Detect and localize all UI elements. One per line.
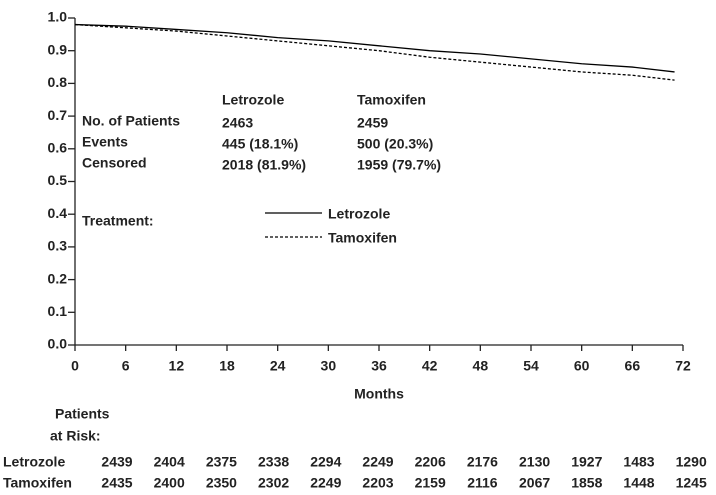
y-tick-label: 0.6	[48, 140, 68, 156]
risk-value: 2302	[258, 475, 289, 491]
x-tick-label: 60	[574, 358, 590, 374]
x-axis-label: Months	[354, 386, 404, 402]
survival-line	[74, 23, 675, 73]
risk-value: 2206	[415, 454, 446, 470]
y-tick-label: 0.3	[48, 238, 68, 254]
risk-value: 2249	[362, 454, 393, 470]
risk-value: 2130	[519, 454, 550, 470]
risk-value: 2338	[258, 454, 289, 470]
risk-value: 1245	[676, 475, 707, 491]
x-tick-label: 54	[523, 358, 539, 374]
summary-label: Events	[82, 134, 128, 150]
risk-title: at Risk:	[50, 428, 101, 444]
x-tick-label: 42	[422, 358, 438, 374]
risk-row-label: Letrozole	[3, 454, 65, 470]
risk-value: 1927	[571, 454, 602, 470]
risk-value: 2404	[154, 454, 185, 470]
summary-value: 500 (20.3%)	[357, 136, 433, 152]
risk-value: 2249	[310, 475, 341, 491]
risk-value: 1448	[623, 475, 654, 491]
x-tick-label: 24	[270, 358, 286, 374]
y-tick-label: 0.1	[48, 303, 68, 319]
risk-value: 2439	[101, 454, 132, 470]
risk-value: 2350	[206, 475, 237, 491]
summary-label: Censored	[82, 155, 147, 171]
x-tick-label: 66	[625, 358, 641, 374]
summary-value: 2018 (81.9%)	[222, 157, 306, 173]
summary-value: 1959 (79.7%)	[357, 157, 441, 173]
legend-label: Letrozole	[328, 206, 390, 222]
x-tick-label: 6	[122, 358, 130, 374]
risk-value: 1290	[676, 454, 707, 470]
summary-value: 445 (18.1%)	[222, 136, 298, 152]
risk-value: 2176	[467, 454, 498, 470]
risk-value: 1483	[623, 454, 654, 470]
y-tick-label: 0.8	[48, 74, 68, 90]
x-tick-label: 48	[473, 358, 489, 374]
x-tick-label: 30	[321, 358, 337, 374]
risk-row-label: Tamoxifen	[3, 475, 72, 491]
summary-header: Tamoxifen	[357, 92, 426, 108]
summary-label: No. of Patients	[82, 113, 180, 129]
summary-value: 2463	[222, 115, 253, 131]
summary-value: 2459	[357, 115, 388, 131]
survival-line	[74, 23, 675, 81]
legend-label: Tamoxifen	[328, 230, 397, 246]
y-tick-label: 1.0	[48, 9, 68, 25]
y-tick-label: 0.0	[48, 336, 68, 352]
x-tick-label: 12	[169, 358, 185, 374]
summary-header: Letrozole	[222, 92, 284, 108]
risk-value: 2116	[467, 475, 498, 491]
risk-value: 2400	[154, 475, 185, 491]
y-tick-label: 0.5	[48, 172, 68, 188]
risk-value: 1858	[571, 475, 602, 491]
y-tick-label: 0.4	[48, 205, 68, 221]
risk-value: 2203	[362, 475, 393, 491]
risk-title: Patients	[55, 406, 110, 422]
risk-value: 2067	[519, 475, 550, 491]
y-tick-label: 0.9	[48, 41, 68, 57]
y-tick-label: 0.7	[48, 107, 68, 123]
x-tick-label: 36	[371, 358, 387, 374]
legend-title: Treatment:	[82, 213, 154, 229]
risk-value: 2294	[310, 454, 341, 470]
x-tick-label: 72	[675, 358, 691, 374]
y-tick-label: 0.2	[48, 270, 68, 286]
x-tick-label: 0	[71, 358, 79, 374]
x-tick-label: 18	[219, 358, 235, 374]
risk-value: 2375	[206, 454, 237, 470]
risk-value: 2435	[101, 475, 132, 491]
risk-value: 2159	[415, 475, 446, 491]
